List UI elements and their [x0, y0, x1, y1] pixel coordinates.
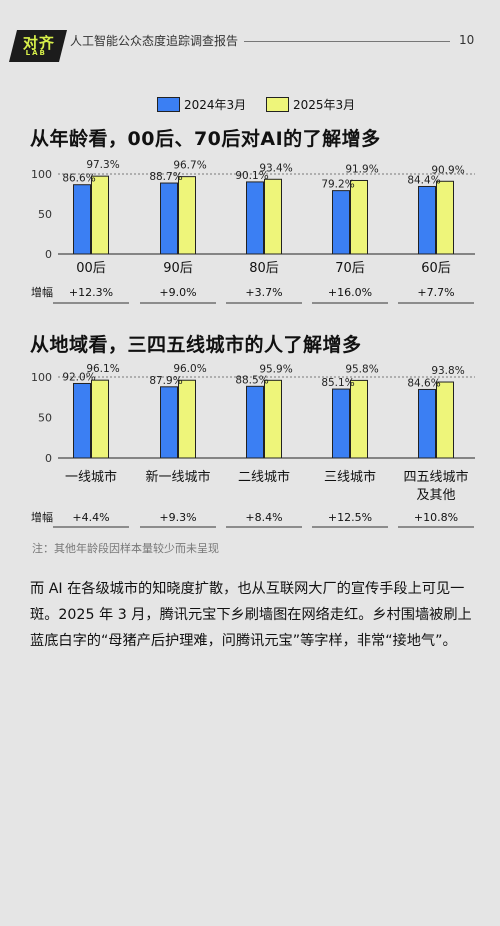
category-label-age-4: 60后	[421, 261, 451, 276]
growth-row-label-region: 增幅	[31, 510, 53, 524]
bar-2025-age-3	[350, 179, 368, 255]
bar-2024-age-4	[418, 185, 436, 255]
growth-row-label-age: 增幅	[31, 285, 53, 299]
footnote: 注：其他年龄段因样本量较少而未呈现	[32, 542, 219, 555]
growth-value-region-4: +10.8%	[414, 511, 458, 524]
bar-2025-age-1	[178, 176, 196, 255]
bar-2024-region-4	[418, 388, 436, 459]
value-label-2024-region-2: 88.5%	[235, 374, 268, 386]
bar-2025-age-4	[436, 180, 454, 255]
category-label-age-0: 00后	[76, 261, 106, 276]
value-label-2025-region-4: 93.8%	[431, 365, 464, 377]
bar-2024-region-2	[246, 385, 264, 459]
value-label-2025-age-4: 90.9%	[431, 164, 464, 176]
bar-2024-region-1	[160, 386, 178, 459]
growth-value-region-0: +4.4%	[72, 511, 109, 524]
growth-value-region-1: +9.3%	[159, 511, 196, 524]
body-paragraph: 而 AI 在各级城市的知晓度扩散，也从互联网大厂的宣传手段上可见一斑。2025 …	[30, 581, 472, 649]
value-label-2024-region-3: 85.1%	[321, 377, 354, 389]
bar-2024-region-0	[73, 382, 91, 459]
growth-value-region-2: +8.4%	[245, 511, 282, 524]
legend-label-2024: 2024年3月	[184, 98, 247, 112]
value-label-2025-region-3: 95.8%	[345, 363, 378, 375]
bar-2024-age-0	[73, 184, 91, 255]
value-label-2025-age-1: 96.7%	[173, 160, 206, 172]
legend-swatch-2025	[266, 97, 289, 112]
value-label-2024-age-3: 79.2%	[321, 179, 354, 191]
bar-2025-region-4	[436, 381, 454, 459]
bar-2024-age-3	[332, 190, 350, 255]
ytick-label-region-50: 50	[38, 412, 52, 425]
ytick-label-region-0: 0	[45, 452, 52, 465]
report-title: 人工智能公众态度追踪调查报告	[70, 34, 239, 48]
growth-value-age-2: +3.7%	[245, 286, 282, 299]
value-label-2025-age-3: 91.9%	[345, 163, 378, 175]
bar-2025-age-2	[264, 178, 282, 255]
growth-value-age-4: +7.7%	[417, 286, 454, 299]
growth-value-age-3: +16.0%	[328, 286, 372, 299]
value-label-2024-age-4: 84.4%	[407, 174, 440, 186]
legend: 2024年3月 2025年3月	[0, 96, 500, 116]
report-header: 对齐 LAB 人工智能公众态度追踪调查报告 10	[0, 22, 500, 62]
growth-value-age-0: +12.3%	[69, 286, 113, 299]
bar-2025-age-0	[91, 175, 109, 255]
bar-2025-region-0	[91, 379, 109, 459]
growth-value-age-1: +9.0%	[159, 286, 196, 299]
value-label-2024-region-1: 87.9%	[149, 375, 182, 387]
category-label-region-2: 二线城市	[238, 469, 290, 485]
bar-2025-region-1	[178, 379, 196, 459]
ytick-label-age-0: 0	[45, 248, 52, 261]
value-label-2024-region-4: 84.6%	[407, 377, 440, 389]
category-label-age-3: 70后	[335, 261, 365, 276]
value-label-2025-region-2: 95.9%	[259, 363, 292, 375]
header-divider	[244, 41, 450, 42]
page-number: 10	[459, 33, 475, 47]
category-label-region-4-1: 及其他	[416, 488, 455, 503]
category-label-region-4-0: 四五线城市	[403, 469, 468, 485]
growth-value-region-3: +12.5%	[328, 511, 372, 524]
category-label-age-1: 90后	[163, 261, 193, 276]
value-label-2025-age-0: 97.3%	[86, 159, 119, 171]
value-label-2024-age-0: 86.6%	[62, 173, 95, 185]
bar-2024-age-2	[246, 181, 264, 255]
legend-swatch-2024	[157, 97, 180, 112]
bar-2025-region-3	[350, 379, 368, 459]
bar-2025-region-2	[264, 379, 282, 459]
legend-label-2025: 2025年3月	[293, 98, 356, 112]
value-label-2024-age-1: 88.7%	[149, 171, 182, 183]
bar-2024-region-3	[332, 388, 350, 459]
value-label-2024-age-2: 90.1%	[235, 170, 268, 182]
ytick-label-age-50: 50	[38, 208, 52, 221]
value-label-2025-region-1: 96.0%	[173, 363, 206, 375]
ytick-label-age-100: 100	[31, 168, 52, 181]
category-label-region-1: 新一线城市	[145, 469, 210, 485]
bar-charts: 0 50 100 86.6% 97.3% 00后 +12.3% 88.7%96.7% 90后 +9…	[31, 159, 475, 528]
category-label-region-3: 三线城市	[324, 469, 376, 485]
chart-title-region: 从地域看，三四五线城市的人了解增多	[30, 334, 362, 356]
value-label-2024-region-0: 92.0%	[62, 371, 95, 383]
chart-title-age: 从年龄看，00后、70后对AI的了解增多	[30, 128, 381, 150]
category-label-region-0: 一线城市	[65, 469, 117, 485]
value-label-2025-region-0: 96.1%	[86, 363, 119, 375]
category-label-age-2: 80后	[249, 261, 279, 276]
bar-2024-age-1	[160, 182, 178, 255]
value-label-2025-age-2: 93.4%	[259, 162, 292, 174]
ytick-label-region-100: 100	[31, 371, 52, 384]
